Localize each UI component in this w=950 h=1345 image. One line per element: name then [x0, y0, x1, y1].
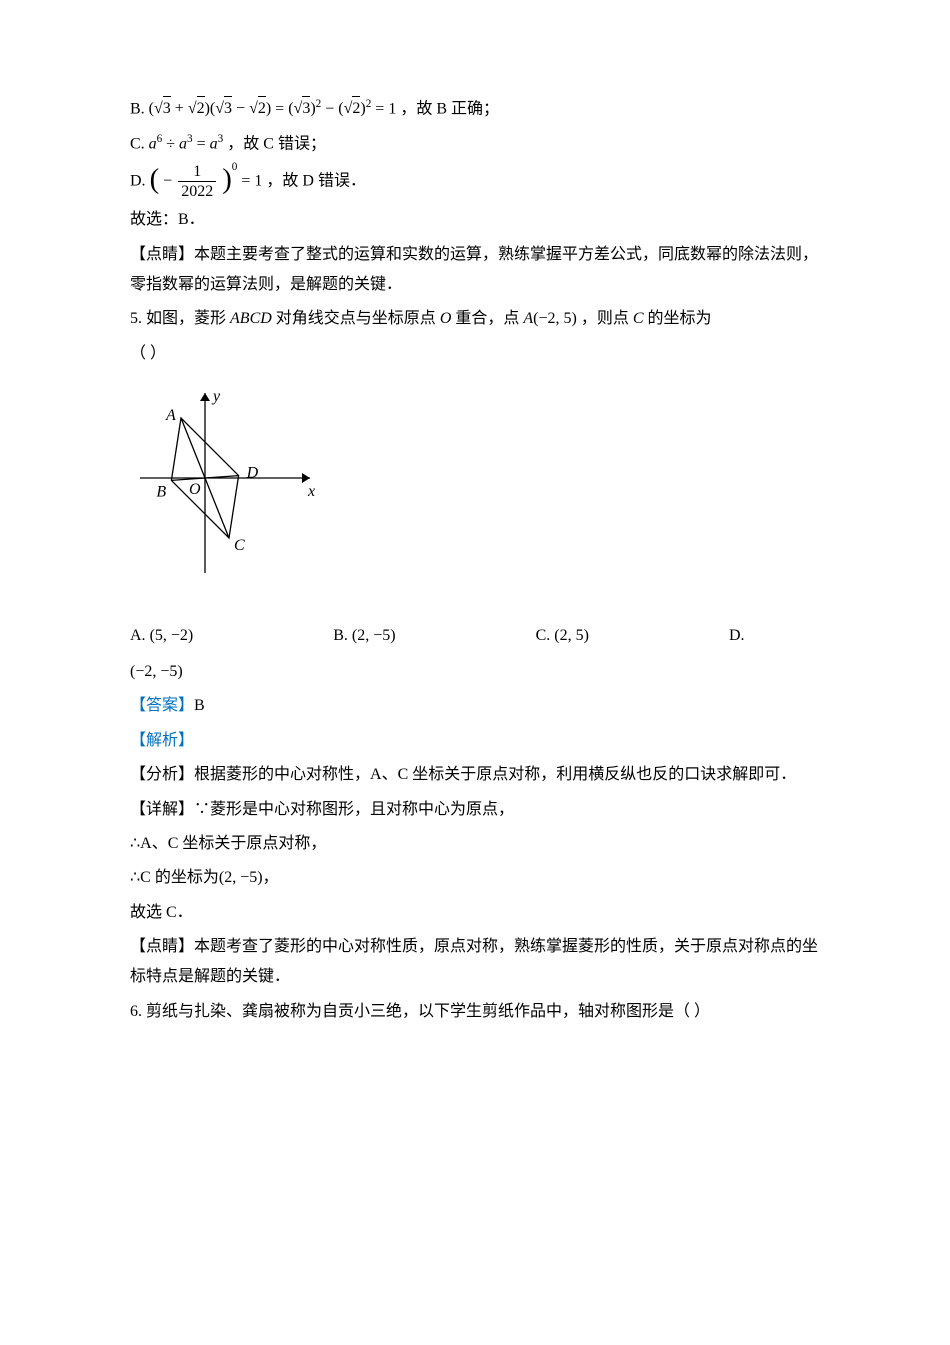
option-d-coord: (−2, −5) [130, 657, 830, 687]
q5-analysis: 【分析】根据菱形的中心对称性，A、C 坐标关于原点对称，利用横反纵也反的口诀求解… [130, 760, 830, 790]
conclusion-line: 故选：B． [130, 205, 830, 235]
option-d-line: D. ( − 1 2022 ) 0 = 1 ，故 D 错误． [130, 163, 830, 201]
answer-label: 【答案】 [130, 697, 194, 714]
q5-detail-l2: ∴A、C 坐标关于原点对称， [130, 829, 830, 859]
svg-text:x: x [307, 483, 315, 500]
q5-detail-l4: 故选 C． [130, 898, 830, 928]
q5-figure: A B C D Ox y [130, 383, 830, 604]
document-page: B. (√3 + √2)(√3 − √2) = (√3)2 − (√2)2 = … [0, 0, 950, 1091]
q5-tip: 【点睛】本题考查了菱形的中心对称性质，原点对称，熟练掌握菱形的性质，关于原点对称… [130, 932, 830, 993]
minus: − [325, 100, 338, 117]
q6-stem: 6. 剪纸与扎染、龚扇被称为自贡小三绝，以下学生剪纸作品中，轴对称图形是（ ） [130, 997, 830, 1027]
svg-text:O: O [189, 481, 201, 498]
option-b-line: B. (√3 + √2)(√3 − √2) = (√3)2 − (√2)2 = … [130, 94, 830, 125]
tip-label: 【点睛】 [130, 246, 194, 263]
option-b: B. (2, −5) [333, 621, 395, 651]
option-d-prefix: D. [130, 173, 150, 190]
q5-answer: 【答案】B [130, 691, 830, 721]
tail: ，故 D 错误． [266, 173, 366, 190]
svg-text:C: C [234, 537, 245, 554]
svg-text:D: D [246, 465, 259, 482]
svg-text:y: y [211, 388, 221, 405]
q5-stem: 5. 如图，菱形 ABCD 对角线交点与坐标原点 O 重合，点 A(−2, 5)… [130, 304, 830, 334]
q5-detail-l3: ∴C 的坐标为(2, −5)， [130, 863, 830, 893]
eq2: = 1 [375, 100, 396, 117]
tip-block: 【点睛】本题主要考查了整式的运算和实数的运算，熟练掌握平方差公式，同底数幂的除法… [130, 240, 830, 301]
eq: = [275, 100, 288, 117]
tail: ，故 C 错误； [227, 135, 326, 152]
svg-text:B: B [156, 484, 166, 501]
option-a: A. (5, −2) [130, 621, 193, 651]
q5-detail-l1: 【详解】∵菱形是中心对称图形，且对称中心为原点， [130, 795, 830, 825]
option-b-prefix: B. [130, 100, 149, 117]
rhombus-diagram: A B C D Ox y [130, 383, 320, 593]
option-c: C. (2, 5) [536, 621, 589, 651]
tip-text: 本题主要考查了整式的运算和实数的运算，熟练掌握平方差公式，同底数幂的除法法则，零… [130, 246, 818, 293]
option-c-prefix: C. [130, 135, 149, 152]
svg-text:A: A [165, 407, 176, 424]
q5-paren: （ ） [130, 339, 830, 369]
option-c-line: C. a6 ÷ a3 = a3 ，故 C 错误； [130, 129, 830, 160]
q5-explain-label: 【解析】 [130, 726, 830, 756]
option-d: D. [729, 621, 745, 651]
tail: ，故 B 正确； [400, 100, 499, 117]
q5-options: A. (5, −2) B. (2, −5) C. (2, 5) D. [130, 621, 830, 651]
